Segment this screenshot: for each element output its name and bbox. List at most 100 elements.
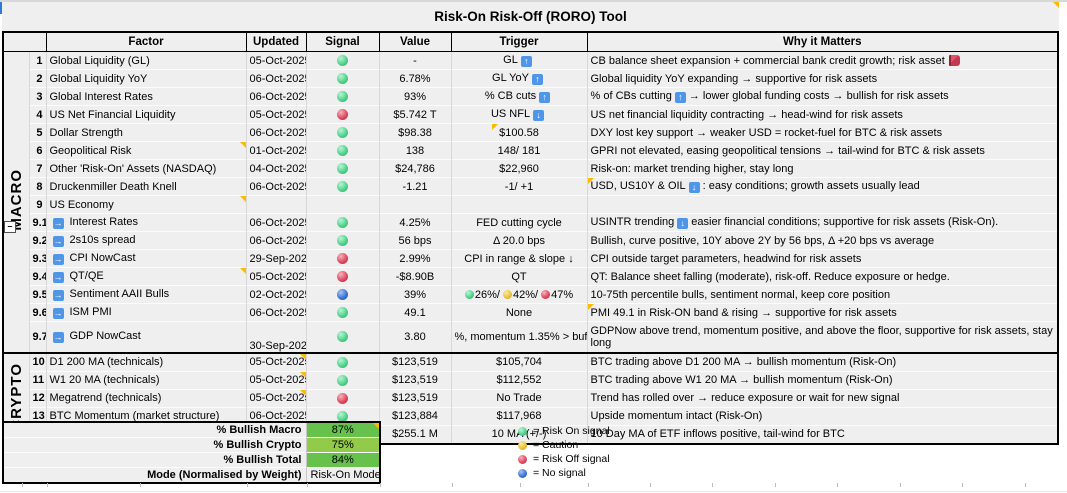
row-number-cell[interactable]: 9.5 — [29, 285, 47, 304]
row-number-cell[interactable]: 7 — [29, 159, 47, 178]
updated-cell[interactable]: 06-Oct-2025 — [246, 87, 307, 106]
signal-cell[interactable] — [306, 159, 380, 178]
value-cell[interactable]: 138 — [379, 141, 452, 160]
row-number-cell[interactable]: 10 — [29, 351, 47, 371]
row-number-cell[interactable]: 9.1 — [29, 213, 47, 232]
why-cell[interactable]: BTC trading above D1 200 MA → bullish mo… — [587, 351, 1059, 371]
trigger-cell[interactable]: $22,960 — [451, 159, 588, 178]
signal-cell[interactable] — [306, 267, 380, 286]
factor-cell[interactable]: QT/QE — [46, 267, 247, 286]
row-number-cell[interactable]: 4 — [29, 105, 47, 124]
updated-cell[interactable]: 05-Oct-2025 — [246, 105, 307, 124]
trigger-cell[interactable]: GL — [451, 51, 588, 70]
updated-cell[interactable]: 06-Oct-2025 — [246, 123, 307, 142]
why-cell[interactable]: GDPNow above trend, momentum positive, a… — [587, 321, 1059, 353]
updated-cell[interactable]: 06-Oct-2025 — [246, 69, 307, 88]
why-cell[interactable]: USD, US10Y & OIL: easy conditions; growt… — [587, 177, 1059, 196]
trigger-cell[interactable]: 26%/ 42%/ 47% — [451, 285, 588, 304]
why-cell[interactable]: CB balance sheet expansion + commercial … — [587, 51, 1059, 70]
signal-cell[interactable] — [306, 303, 380, 322]
trigger-cell[interactable]: FED cutting cycle — [451, 213, 588, 232]
why-cell[interactable]: DXY lost key support → weaker USD = rock… — [587, 123, 1059, 142]
factor-cell[interactable]: Geopolitical Risk — [46, 141, 247, 160]
why-cell[interactable]: 10 Day MA of ETF inflows positive, tail-… — [587, 424, 1059, 444]
value-cell[interactable]: $255.1 M — [379, 424, 452, 444]
summary-value[interactable]: 75% — [306, 437, 380, 453]
value-cell[interactable]: 49.1 — [379, 303, 452, 322]
value-cell[interactable]: 2.99% — [379, 249, 452, 268]
trigger-cell[interactable]: Δ 20.0 bps — [451, 231, 588, 250]
row-number-cell[interactable]: 3 — [29, 87, 47, 106]
factor-cell[interactable]: CPI NowCast — [46, 249, 247, 268]
trigger-cell[interactable]: $117,968 — [451, 406, 588, 425]
trigger-cell[interactable]: 148/ 181 — [451, 141, 588, 160]
trigger-cell[interactable]: $105,704 — [451, 351, 588, 371]
factor-cell[interactable]: D1 200 MA (technicals) — [46, 351, 247, 371]
factor-cell[interactable]: BTC Momentum (market structure) — [46, 406, 247, 425]
why-cell[interactable]: % of CBs cutting→ lower global funding c… — [587, 87, 1059, 106]
updated-cell[interactable]: 05-Oct-2025 — [246, 388, 307, 407]
row-number-cell[interactable]: 2 — [29, 69, 47, 88]
trigger-cell[interactable]: US NFL — [451, 105, 588, 124]
value-cell[interactable]: -$8.90B — [379, 267, 452, 286]
value-cell[interactable] — [379, 195, 452, 214]
signal-cell[interactable] — [306, 249, 380, 268]
summary-value[interactable]: 84% — [306, 452, 380, 468]
factor-cell[interactable]: Other 'Risk-On' Assets (NASDAQ) — [46, 159, 247, 178]
outline-collapse-button[interactable]: – — [4, 221, 16, 233]
value-cell[interactable]: -1.21 — [379, 177, 452, 196]
signal-cell[interactable] — [306, 406, 380, 425]
signal-cell[interactable] — [306, 141, 380, 160]
trigger-cell[interactable]: $112,552 — [451, 370, 588, 389]
row-number-cell[interactable]: 11 — [29, 370, 47, 389]
value-cell[interactable]: $5.742 T — [379, 105, 452, 124]
summary-label[interactable]: % Bullish Crypto — [3, 437, 307, 453]
why-cell[interactable]: Bullish, curve positive, 10Y above 2Y by… — [587, 231, 1059, 250]
corner-header-cell[interactable] — [2, 31, 47, 52]
trigger-cell[interactable] — [451, 195, 588, 214]
why-cell[interactable] — [587, 195, 1059, 214]
trigger-cell[interactable]: GL YoY — [451, 69, 588, 88]
row-number-cell[interactable]: 9.6 — [29, 303, 47, 322]
trigger-cell[interactable]: %, momentum 1.35% > buffer — [451, 321, 588, 353]
summary-value[interactable]: 87% — [306, 421, 380, 438]
value-cell[interactable]: $123,519 — [379, 388, 452, 407]
summary-label[interactable]: Mode (Normalised by Weight) — [3, 467, 307, 483]
factor-cell[interactable]: Sentiment AAII Bulls — [46, 285, 247, 304]
factor-cell[interactable]: Megatrend (technicals) — [46, 388, 247, 407]
why-header[interactable]: Why it Matters — [586, 31, 1059, 52]
row-number-cell[interactable]: 9 — [29, 195, 47, 214]
row-number-cell[interactable]: 8 — [29, 177, 47, 196]
factor-cell[interactable]: Global Liquidity YoY — [46, 69, 247, 88]
why-cell[interactable]: Trend has rolled over → reduce exposure … — [587, 388, 1059, 407]
value-cell[interactable]: 93% — [379, 87, 452, 106]
summary-label[interactable]: % Bullish Total — [3, 452, 307, 468]
factor-cell[interactable]: W1 20 MA (technicals) — [46, 370, 247, 389]
factor-header[interactable]: Factor — [45, 31, 247, 52]
updated-cell[interactable]: 06-Oct-2025 — [246, 406, 307, 425]
row-number-cell[interactable]: 9.7 — [29, 321, 47, 353]
value-cell[interactable]: 56 bps — [379, 231, 452, 250]
signal-cell[interactable] — [306, 321, 380, 353]
trigger-cell[interactable]: % CB cuts — [451, 87, 588, 106]
trigger-cell[interactable]: -1/ +1 — [451, 177, 588, 196]
signal-cell[interactable] — [306, 123, 380, 142]
factor-cell[interactable]: GDP NowCast — [46, 321, 247, 353]
signal-cell[interactable] — [306, 351, 380, 371]
signal-header[interactable]: Signal — [305, 31, 380, 52]
row-number-cell[interactable]: 5 — [29, 123, 47, 142]
value-cell[interactable]: $123,519 — [379, 351, 452, 371]
summary-value[interactable]: Risk-On Mode — [306, 467, 380, 483]
value-cell[interactable]: 39% — [379, 285, 452, 304]
signal-cell[interactable] — [306, 388, 380, 407]
value-cell[interactable]: $98.38 — [379, 123, 452, 142]
trigger-cell[interactable]: None — [451, 303, 588, 322]
signal-cell[interactable] — [306, 370, 380, 389]
updated-cell[interactable]: 02-Oct-2025 — [246, 285, 307, 304]
value-cell[interactable]: 3.80 — [379, 321, 452, 353]
factor-cell[interactable]: Druckenmiller Death Knell — [46, 177, 247, 196]
signal-cell[interactable] — [306, 105, 380, 124]
summary-label[interactable]: % Bullish Macro — [3, 421, 307, 438]
trigger-header[interactable]: Trigger — [450, 31, 588, 52]
factor-cell[interactable]: 2s10s spread — [46, 231, 247, 250]
